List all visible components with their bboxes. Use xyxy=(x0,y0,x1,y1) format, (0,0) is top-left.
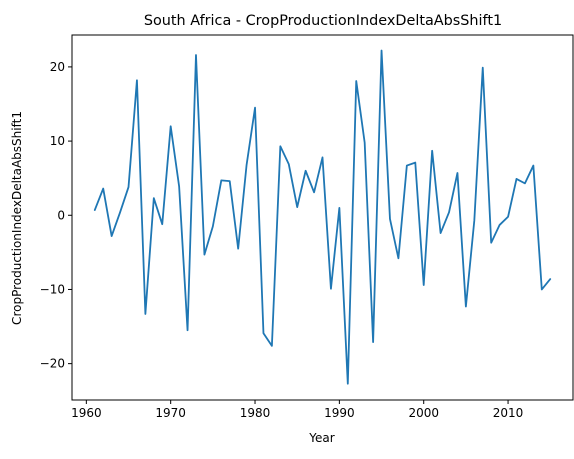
y-axis-label: CropProductionIndexDeltaAbsShift1 xyxy=(10,111,24,325)
x-axis-label: Year xyxy=(308,431,334,445)
x-tick-label: 1970 xyxy=(155,406,186,420)
y-tick-label: 20 xyxy=(50,60,65,74)
x-tick-label: 2000 xyxy=(408,406,439,420)
series-line xyxy=(95,51,550,384)
x-tick-label: 1990 xyxy=(324,406,355,420)
x-tick-label: 1960 xyxy=(71,406,102,420)
chart-title: South Africa - CropProductionIndexDeltaA… xyxy=(144,13,502,29)
y-tick-label: 0 xyxy=(57,208,65,222)
x-tick-label: 2010 xyxy=(493,406,524,420)
x-tick-label: 1980 xyxy=(240,406,271,420)
y-tick-label: 10 xyxy=(50,134,65,148)
series-group xyxy=(95,51,550,384)
y-axis-ticks: −20 −10 0 10 20 xyxy=(40,60,72,371)
plot-frame xyxy=(72,35,573,400)
y-tick-label: −10 xyxy=(40,282,65,296)
y-tick-label: −20 xyxy=(40,357,65,371)
x-axis-ticks: 1960 1970 1980 1990 2000 2010 xyxy=(71,400,523,420)
